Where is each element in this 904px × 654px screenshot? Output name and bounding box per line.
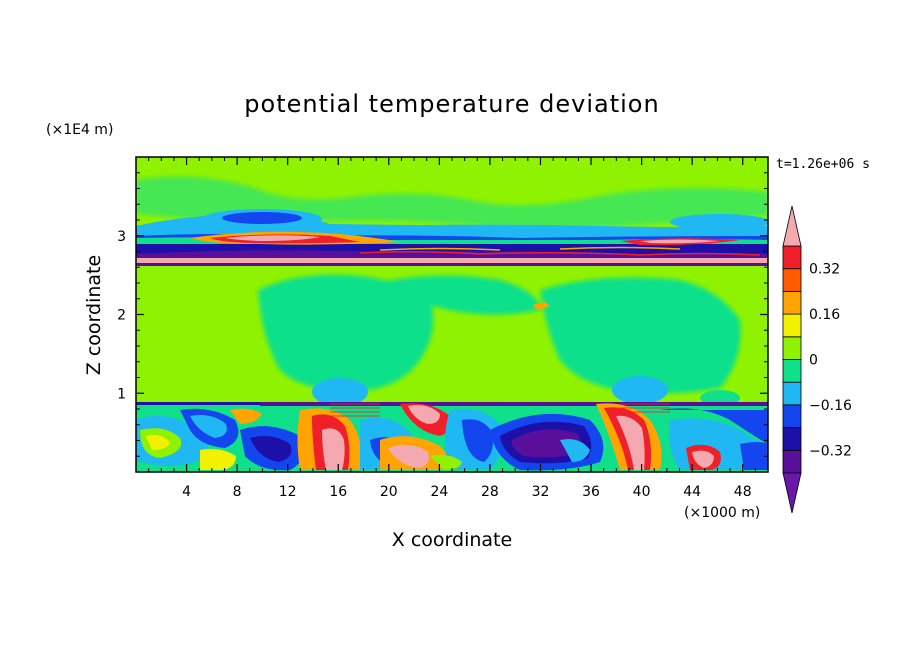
y-tick-label: 2 xyxy=(117,308,126,324)
x-tick-label: 24 xyxy=(430,484,448,500)
x-tick-label: 20 xyxy=(380,484,398,500)
time-label: t=1.26e+06 s xyxy=(776,157,870,172)
mid-cool-top xyxy=(380,275,540,315)
colorbar-tick-label: 0.32 xyxy=(809,262,840,278)
colorbar-segment xyxy=(782,336,802,360)
colorbar-tick-label: −0.16 xyxy=(809,398,852,414)
x-tick-label: 40 xyxy=(633,484,651,500)
x-tick-label: 28 xyxy=(481,484,499,500)
colorbar-segment xyxy=(782,245,802,270)
y-axis-label: Z coordinate xyxy=(83,255,105,375)
x-axis-label: X coordinate xyxy=(392,529,512,551)
colorbar-segment xyxy=(782,404,802,428)
x-unit-label: (×1000 m) xyxy=(684,505,760,521)
colorbar-segment xyxy=(782,449,802,474)
colorbar: 0.32 0.16 0 −0.16 −0.32 xyxy=(782,205,852,514)
band-pink xyxy=(225,235,320,241)
x-tick-label: 8 xyxy=(233,484,242,500)
y-axis-ticks: 1 2 3 xyxy=(117,172,768,457)
mid-small-orange xyxy=(532,302,550,310)
band-pink-line xyxy=(136,258,768,263)
colorbar-segment xyxy=(782,268,802,292)
colorbar-tick-label: 0.16 xyxy=(809,307,840,323)
band-violet-streak xyxy=(136,250,768,258)
x-tick-label: 48 xyxy=(734,484,752,500)
colorbar-segment xyxy=(782,290,802,315)
colorbar-under-arrow xyxy=(782,472,802,514)
cap-cyan-2 xyxy=(612,376,668,404)
chart-title: potential temperature deviation xyxy=(244,90,659,118)
colorbar-segment xyxy=(782,359,802,383)
x-tick-label: 16 xyxy=(329,484,347,500)
x-axis-ticks: 4 8 12 16 20 24 28 32 36 40 44 48 xyxy=(148,157,756,500)
x-tick-label: 32 xyxy=(532,484,550,500)
x-tick-label: 36 xyxy=(582,484,600,500)
bl-top-violet xyxy=(260,402,768,406)
y-tick-label: 3 xyxy=(117,229,126,245)
mid-cool-left xyxy=(258,274,434,392)
y-tick-label: 1 xyxy=(117,386,126,402)
band-pink-right xyxy=(640,239,720,244)
upper-cyan-blob-right xyxy=(670,214,768,230)
colorbar-segment xyxy=(782,427,802,451)
colorbar-tick-label: −0.32 xyxy=(809,443,852,459)
bl-top-blue xyxy=(136,402,260,405)
colorbar-tick-label: 0 xyxy=(809,353,818,369)
colorbar-over-arrow xyxy=(782,205,802,247)
x-tick-label: 44 xyxy=(683,484,701,500)
upper-blue-blob xyxy=(222,212,302,224)
colorbar-segment xyxy=(782,381,802,406)
heatmap-field xyxy=(136,157,768,472)
colorbar-segment xyxy=(782,313,802,338)
x-tick-label: 12 xyxy=(279,484,297,500)
cap-cyan-1 xyxy=(312,378,368,406)
bl-turbulence xyxy=(136,403,768,471)
band-violet-line xyxy=(136,263,768,266)
y-unit-label: (×1E4 m) xyxy=(46,122,113,138)
mid-cool-right xyxy=(540,277,741,394)
x-tick-label: 4 xyxy=(182,484,191,500)
